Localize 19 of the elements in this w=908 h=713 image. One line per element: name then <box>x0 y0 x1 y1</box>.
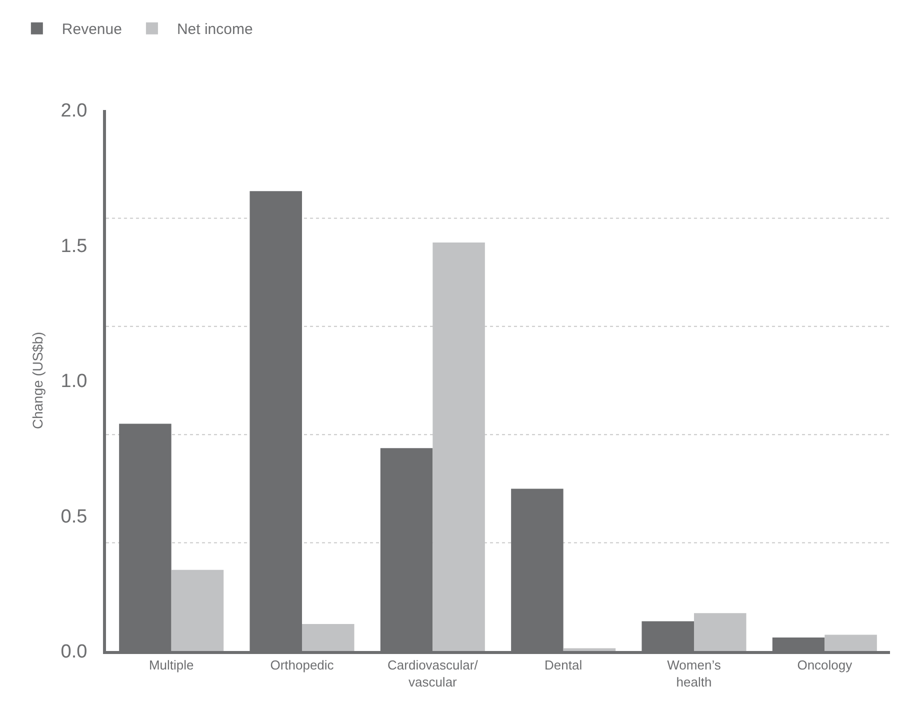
x-tick-label: Oncology <box>797 658 853 673</box>
x-tick-label: Cardiovascular/ vascular <box>388 658 478 690</box>
y-tick-label: 2.0 <box>60 100 88 122</box>
bar <box>302 624 354 651</box>
bar <box>824 634 877 651</box>
y-tick-label: 0.0 <box>60 642 88 663</box>
legend-label: Net income <box>176 21 253 38</box>
bar <box>694 613 746 651</box>
y-tick-label: 1.0 <box>60 371 88 392</box>
y-axis-title: Change (US$b) <box>29 332 46 430</box>
bar <box>171 570 224 651</box>
y-tick-label: 1.5 <box>60 236 88 257</box>
x-tick-label: Orthopedic <box>270 658 334 673</box>
y-tick-label: 0.5 <box>60 506 88 528</box>
legend-label: Revenue <box>62 21 122 38</box>
x-tick-label: Women’s health <box>667 658 722 690</box>
x-tick-label: Multiple <box>148 658 194 673</box>
x-tick-label: Dental <box>544 658 582 673</box>
bar <box>563 648 616 651</box>
